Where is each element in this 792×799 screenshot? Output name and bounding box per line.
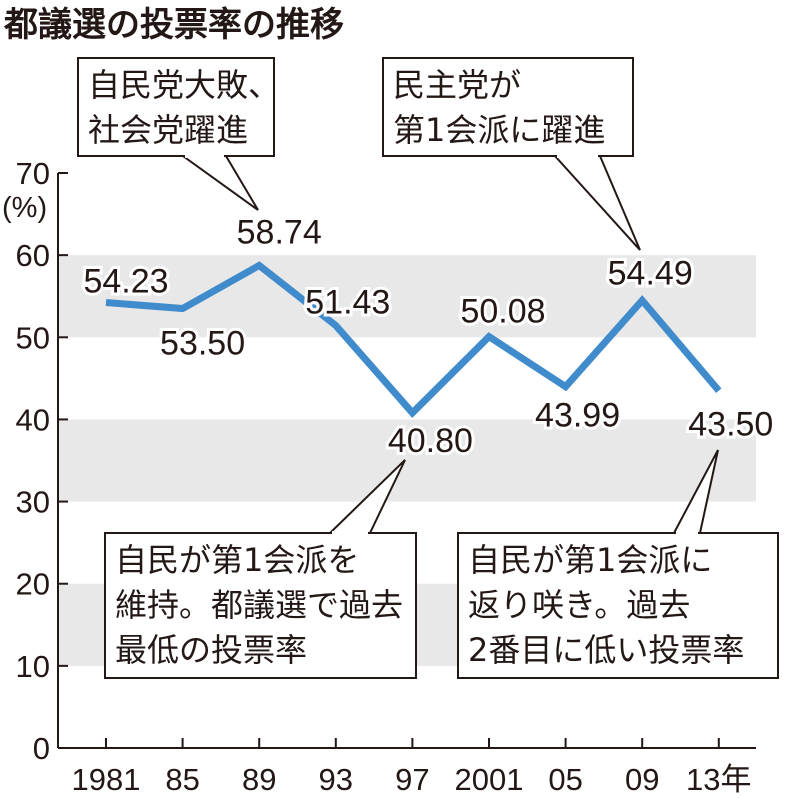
y-tick-label: 30 [16, 485, 50, 520]
annotation-text-line: 社会党躍進 [88, 111, 248, 149]
axes [57, 173, 756, 749]
x-tick-label: 85 [165, 762, 199, 797]
y-axis-ticks: 0 10 20 30 40 50 60 70 [16, 156, 68, 766]
x-tick-label: 09 [625, 762, 659, 797]
data-label: 58.74 [237, 213, 322, 251]
annotation-text-line: 最低の投票率 [115, 631, 307, 669]
x-tick-label: 13年 [686, 762, 751, 797]
x-tick-label: 2001 [455, 762, 524, 797]
annotation-text-line: 2番目に低い投票率 [468, 631, 744, 669]
data-labels: 54.23 53.50 58.74 51.43 40.80 50.08 43.99 54.49… [80, 210, 776, 462]
x-tick-label: 93 [319, 762, 353, 797]
data-label: 51.43 [305, 284, 390, 322]
x-tick-label: 1981 [72, 762, 141, 797]
annotation-pointer [179, 155, 259, 211]
data-label: 54.23 [83, 263, 168, 301]
annotation-text-line: 返り咲き。過去 [468, 586, 690, 624]
grid-band-2 [58, 255, 756, 338]
y-tick-label: 0 [33, 731, 50, 766]
x-tick-label: 97 [395, 762, 429, 797]
annotation-text-line: 維持。都議選で過去 [115, 586, 403, 624]
x-tick-label: 05 [548, 762, 582, 797]
y-tick-label: 10 [16, 649, 50, 684]
chart-title: 都議選の投票率の推移 [3, 5, 344, 45]
annotations: 自民党大敗、社会党躍進 民主党が第1会派に躍進自民が第1会派を維持。都議選で過去最… [77, 57, 779, 679]
annotation-pointer [552, 155, 641, 251]
series-line [105, 261, 722, 418]
annotation-text-line: 自民が第1会派に [468, 541, 712, 579]
annotation-box [77, 57, 275, 157]
y-tick-label: 50 [16, 320, 50, 355]
annotation-box [457, 532, 779, 679]
annotation-text-line: 自民党大敗、 [88, 66, 280, 104]
annotation-text-line: 自民が第1会派を [115, 541, 359, 579]
x-tick-label: 89 [242, 762, 276, 797]
x-axis-ticks: 1981 85 89 93 97 2001 05 09 13年 [72, 738, 752, 797]
data-label: 54.49 [608, 254, 693, 292]
annotation-text-line: 民主党が [393, 66, 521, 104]
data-label: 43.99 [535, 397, 620, 435]
annotation-text-line: 第1会派に躍進 [393, 111, 605, 149]
y-tick-label: 40 [16, 402, 50, 437]
y-tick-label: 20 [16, 567, 50, 602]
annotation-box [104, 532, 417, 679]
data-label: 43.50 [688, 406, 773, 444]
data-label: 50.08 [460, 293, 545, 331]
y-tick-label: 70 [16, 156, 50, 191]
data-label: 40.80 [388, 422, 473, 460]
y-axis-unit: (%) [2, 192, 47, 224]
annotation-box [382, 57, 634, 157]
grid-band-1 [58, 419, 756, 502]
data-label: 53.50 [160, 325, 245, 363]
y-tick-label: 60 [16, 238, 50, 273]
